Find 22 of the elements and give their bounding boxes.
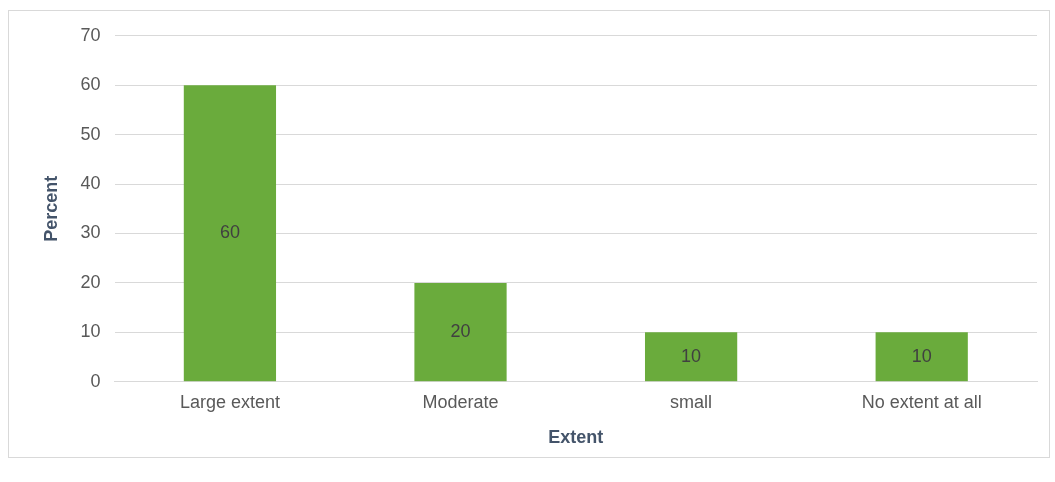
bar [875,332,968,382]
data-label: 60 [219,222,240,243]
y-tick-label: 40 [80,173,101,194]
y-tick-label: 50 [80,123,101,144]
data-label: 20 [450,321,471,342]
bar [183,85,277,382]
x-tick-label: No extent at all [861,391,982,412]
y-tick-label: 10 [80,321,101,342]
x-tick-label: Moderate [422,391,499,412]
data-label: 10 [681,345,702,366]
y-axis-title: Percent [40,175,61,242]
bar [414,282,507,382]
y-tick-label: 0 [90,370,101,391]
data-label: 10 [911,345,932,366]
y-tick-label: 20 [80,271,101,292]
bar [644,332,738,382]
y-tick-label: 60 [80,74,101,95]
y-tick-label: 30 [80,222,101,243]
y-tick-label: 70 [80,24,101,45]
x-tick-label: Large extent [179,391,280,412]
x-axis-title: Extent [548,427,604,448]
x-tick-label: small [670,391,713,412]
